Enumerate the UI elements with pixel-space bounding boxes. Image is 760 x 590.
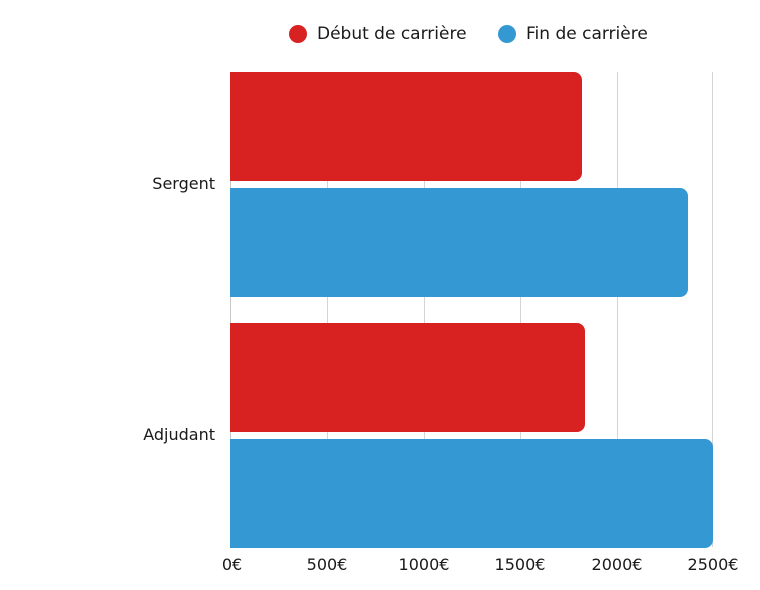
y-label-adjudant: Adjudant — [143, 425, 215, 444]
bar-adjudant-debut[interactable] — [230, 323, 585, 432]
x-tick-2000: 2000€ — [591, 555, 643, 574]
bar-sergent-debut[interactable] — [230, 72, 582, 181]
y-axis-line — [230, 72, 231, 547]
legend-label-debut: Début de carrière — [317, 24, 467, 44]
x-tick-1000: 1000€ — [398, 555, 450, 574]
x-tick-0: 0€ — [221, 555, 243, 574]
legend-dot-debut-icon — [289, 25, 307, 43]
gridline-500 — [327, 72, 328, 547]
chart-legend: Début de carrière Fin de carrière — [0, 24, 760, 52]
bar-sergent-fin[interactable] — [230, 188, 688, 297]
x-tick-1500: 1500€ — [494, 555, 546, 574]
legend-item-debut[interactable]: Début de carrière — [289, 24, 467, 44]
gridline-2000 — [617, 72, 618, 547]
gridline-2500 — [712, 72, 713, 547]
gridline-1000 — [424, 72, 425, 547]
x-tick-500: 500€ — [306, 555, 348, 574]
bar-adjudant-fin[interactable] — [230, 439, 713, 548]
y-label-sergent: Sergent — [152, 174, 215, 193]
plot-area — [230, 72, 713, 548]
legend-dot-fin-icon — [498, 25, 516, 43]
x-tick-2500: 2500€ — [687, 555, 739, 574]
legend-label-fin: Fin de carrière — [526, 24, 648, 44]
legend-item-fin[interactable]: Fin de carrière — [498, 24, 648, 44]
gridline-1500 — [520, 72, 521, 547]
